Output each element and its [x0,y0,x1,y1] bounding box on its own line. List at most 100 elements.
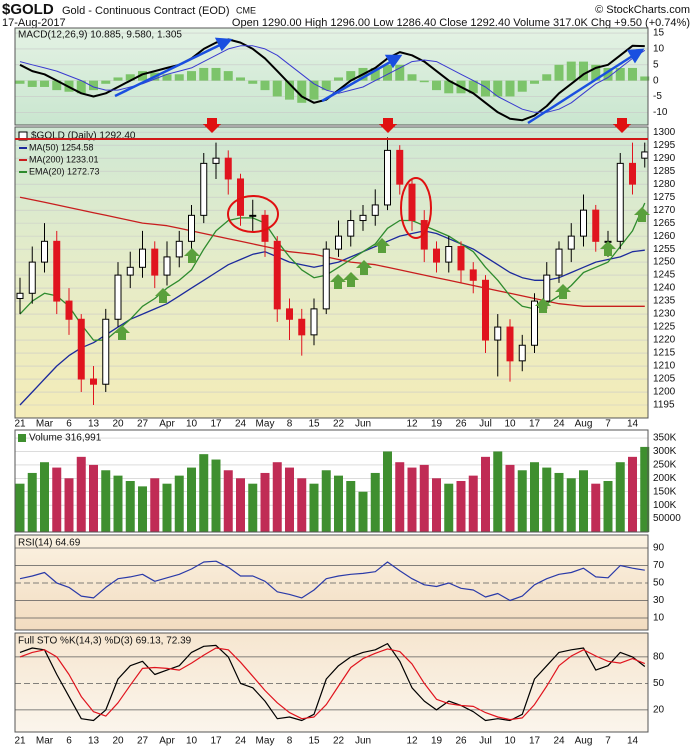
volume-bar [481,456,490,532]
y-tick-label: 1245 [653,270,676,281]
candle-body [90,378,97,385]
y-tick-label: 1295 [653,140,676,151]
y-tick-label: 100K [653,500,677,511]
volume-bar [76,456,86,532]
histogram-bar [187,71,196,81]
histogram-bar [125,74,135,81]
symbol: $GOLD [2,1,54,18]
histogram-bar [640,76,650,81]
candle-body [531,300,538,346]
candle-body [420,220,428,250]
candle-body [16,292,24,299]
series-line [19,230,645,406]
x-tick-label: 8 [287,419,293,430]
volume-bar [15,483,25,532]
x-tick-label: 6 [66,736,72,747]
y-tick-label: 70 [653,560,665,571]
volume-bar [542,467,552,532]
histogram-bar [162,74,172,81]
x-tick-label: 19 [431,736,443,747]
histogram-bar [517,80,527,92]
volume-bar [248,483,258,532]
histogram-bar [432,80,441,91]
up-arrow [155,288,171,303]
up-arrow [114,325,130,340]
volume-bar [530,462,539,532]
histogram-bar [419,80,429,83]
y-tick-label: 1240 [653,283,676,294]
volume-bar [419,464,429,532]
histogram-bar [530,80,539,84]
histogram-bar [566,61,576,81]
y-tick-label: 200K [653,473,677,484]
x-tick-label: 19 [431,419,443,430]
candle-body [224,157,232,180]
y-tick-label: 10 [653,44,665,55]
volume-bar [444,483,454,532]
candle-body [371,204,379,216]
x-tick-label: 24 [235,419,247,430]
x-tick-label: 12 [406,419,418,430]
panel-background [15,535,648,630]
histogram-bar [395,64,405,81]
volume-bar [89,464,98,532]
candle-body [543,274,551,302]
volume-bar [456,481,466,532]
volume-bar [223,470,233,532]
histogram-bar [603,67,613,81]
x-tick-label: 26 [455,736,467,747]
trend-arrow [114,42,223,98]
trend-arrow-head [626,48,645,64]
volume-bar [187,467,196,532]
panel-background [15,633,648,732]
y-tick-label: 0 [653,75,659,86]
histogram-bar [505,80,515,97]
x-tick-label: 24 [235,736,247,747]
histogram-bar [236,77,245,81]
x-tick-label: 10 [186,736,198,747]
legend-swatch [19,171,27,173]
y-tick-label: 1225 [653,322,676,333]
histogram-bar [211,67,221,81]
candle-body [114,274,122,320]
volume-bar [468,475,478,532]
x-tick-label: 14 [627,736,639,747]
panel-frame [14,27,649,126]
volume-bar [272,462,282,532]
volume-bar [505,464,515,532]
candle-body [567,235,575,250]
x-tick-label: 13 [88,419,100,430]
volume-bar [566,478,576,532]
up-arrow [555,284,571,299]
volume-bar [211,459,221,532]
candle-body [384,149,391,206]
histogram-bar [52,80,62,91]
series-line [19,45,646,113]
y-tick-label: 80 [653,652,665,663]
y-tick-label: 1215 [653,348,676,359]
y-tick-label: 1270 [653,205,676,216]
up-arrows [114,207,650,340]
candle-body [506,326,514,362]
y-tick-label: 1300 [653,127,676,138]
histogram-bar [370,67,380,81]
histogram-bar [554,64,564,81]
y-tick-label: 1210 [653,361,676,372]
candle-body [408,183,416,222]
series-line [19,647,646,721]
legend-swatch [19,147,27,149]
trend-arrow-head [214,37,233,52]
legend-entry: MA(200) 1233.01 [29,154,99,164]
instrument-name: Gold - Continuous Contract (EOD) [62,5,230,17]
x-tick-label: 17 [210,736,222,747]
x-tick-label: 8 [287,736,293,747]
exchange: CME [236,5,256,15]
histogram-bar [309,80,319,100]
source: © StockCharts.com [595,4,690,16]
y-tick-label: 15 [653,28,665,39]
volume-bar [52,467,62,532]
y-tick-label: -5 [653,91,662,102]
series-line [19,643,646,722]
candle-body [469,269,477,281]
x-tick-label: 22 [333,736,345,747]
